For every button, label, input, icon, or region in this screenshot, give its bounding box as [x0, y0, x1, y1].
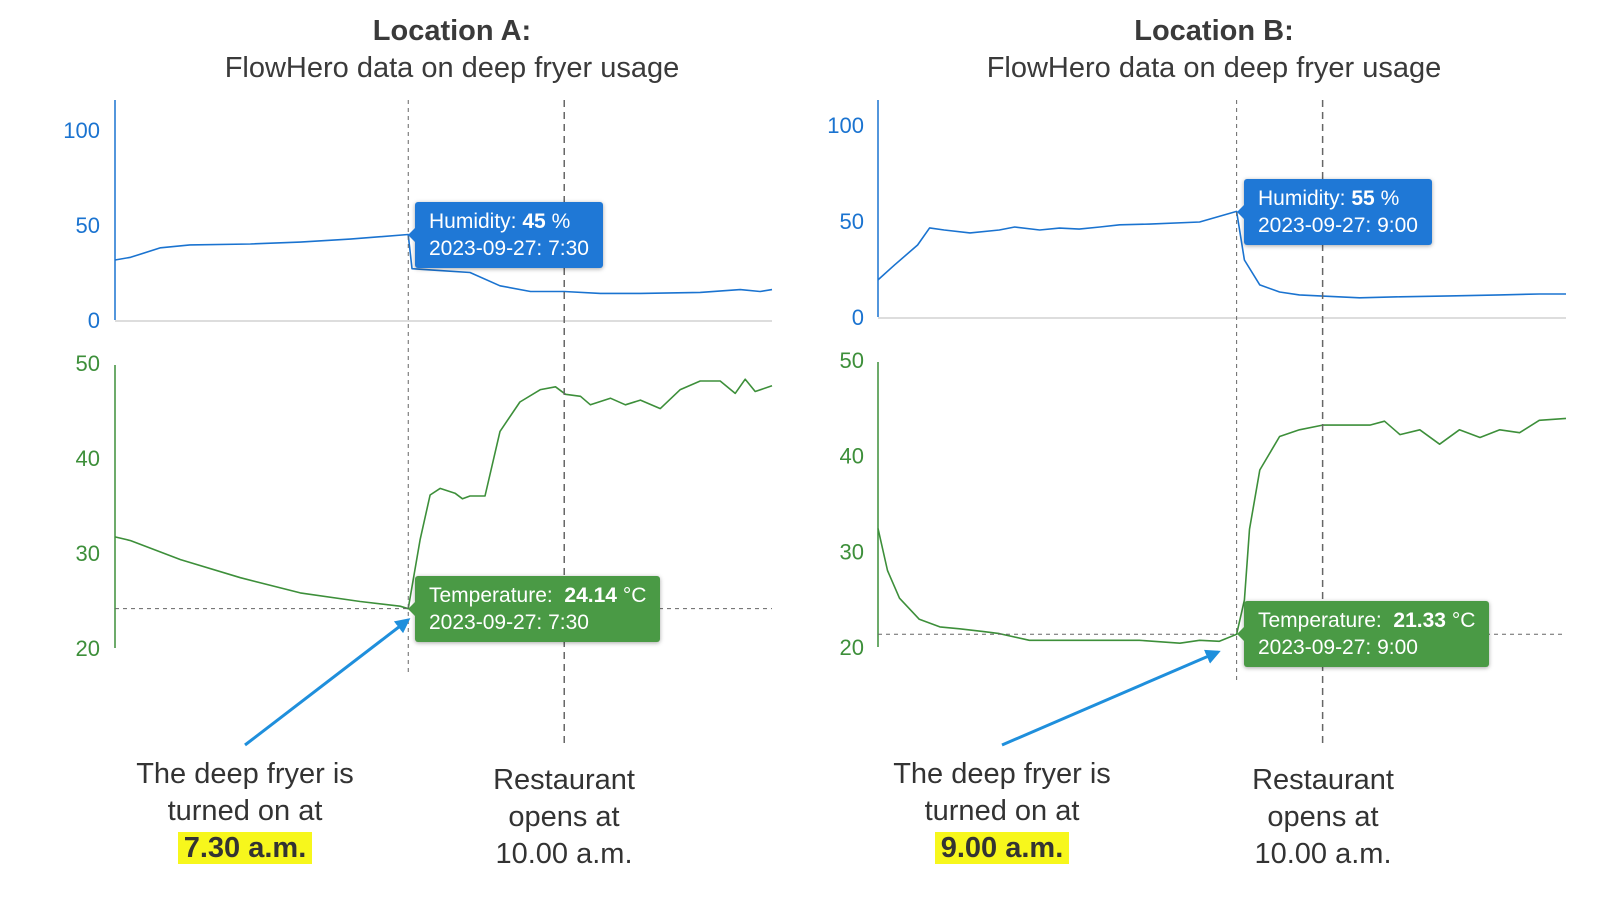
temperature-y-tick-label: 20: [840, 635, 864, 660]
tooltip-unit: °C: [622, 584, 647, 607]
temperature-y-tick-label: 50: [840, 348, 864, 373]
temperature-series-line: [877, 417, 1567, 644]
temperature-tooltip-b: Temperature: 21.33 °C 2023-09-27: 9:00: [1236, 601, 1490, 667]
humidity-y-tick-label: 0: [852, 305, 864, 330]
chart-a-subtitle: FlowHero data on deep fryer usage: [224, 52, 680, 84]
humidity-tooltip-a: Humidity: 45 % 2023-09-27: 7:30: [408, 202, 603, 268]
annotation-open-b: Restaurant opens at 10.00 a.m.: [1163, 762, 1483, 873]
humidity-tooltip-b: Humidity: 55 % 2023-09-27: 9:00: [1237, 179, 1432, 245]
tooltip-value: 21.33: [1393, 609, 1446, 632]
temperature-y-tick-label: 30: [840, 539, 864, 564]
temperature-y-tick-label: 40: [76, 446, 100, 471]
tooltip-date: 2023-09-27: 9:00: [1258, 214, 1418, 237]
annotation-line: opens at: [508, 801, 620, 833]
annotation-arrow: [244, 618, 411, 747]
temperature-y-tick-label: 40: [840, 444, 864, 469]
annotation-arrow: [1001, 649, 1221, 747]
tooltip-value: 55: [1351, 187, 1375, 210]
annotation-line: The deep fryer is: [136, 758, 354, 790]
tooltip-value: 24.14: [564, 584, 617, 607]
annotation-line: turned on at: [924, 795, 1080, 827]
annotation-line: 10.00 a.m.: [495, 838, 633, 870]
humidity-series-line: [114, 233, 773, 295]
tooltip-label: Temperature:: [1258, 609, 1382, 632]
tooltip-label: Humidity:: [1258, 187, 1346, 210]
annotation-line: 10.00 a.m.: [1254, 838, 1392, 870]
chart-b-subtitle: FlowHero data on deep fryer usage: [986, 52, 1442, 84]
annotation-time-highlight: 7.30 a.m.: [177, 832, 313, 864]
humidity-series-line: [877, 210, 1566, 299]
tooltip-unit: %: [1380, 187, 1400, 210]
tooltip-value: 45: [522, 210, 546, 233]
tooltip-label: Temperature:: [429, 584, 553, 607]
annotation-line: Restaurant: [493, 764, 635, 796]
annotation-line: opens at: [1267, 801, 1379, 833]
tooltip-date: 2023-09-27: 7:30: [429, 611, 589, 634]
temperature-y-tick-label: 50: [76, 351, 100, 376]
annotation-fryer-on-b: The deep fryer is turned on at 9.00 a.m.: [842, 756, 1162, 867]
tooltip-unit: °C: [1451, 609, 1476, 632]
chart-a-title: Location A:: [372, 15, 532, 47]
temperature-y-tick-label: 30: [76, 541, 100, 566]
annotation-line: turned on at: [167, 795, 323, 827]
annotation-open-a: Restaurant opens at 10.00 a.m.: [404, 762, 724, 873]
annotation-fryer-on-a: The deep fryer is turned on at 7.30 a.m.: [85, 756, 405, 867]
annotation-line: Restaurant: [1252, 764, 1394, 796]
tooltip-date: 2023-09-27: 7:30: [429, 237, 589, 260]
humidity-y-tick-label: 100: [827, 113, 864, 138]
tooltip-date: 2023-09-27: 9:00: [1258, 636, 1418, 659]
humidity-y-tick-label: 50: [840, 209, 864, 234]
annotation-time-highlight: 9.00 a.m.: [934, 832, 1070, 864]
humidity-y-tick-label: 0: [88, 308, 100, 333]
humidity-y-tick-label: 50: [76, 213, 100, 238]
temperature-y-tick-label: 20: [76, 636, 100, 661]
humidity-y-tick-label: 100: [63, 118, 100, 143]
chart-b-title: Location B:: [1134, 15, 1294, 47]
annotation-line: The deep fryer is: [893, 758, 1111, 790]
temperature-series-line: [114, 378, 773, 610]
tooltip-label: Humidity:: [429, 210, 517, 233]
tooltip-unit: %: [551, 210, 571, 233]
temperature-tooltip-a: Temperature: 24.14 °C 2023-09-27: 7:30: [407, 576, 661, 642]
